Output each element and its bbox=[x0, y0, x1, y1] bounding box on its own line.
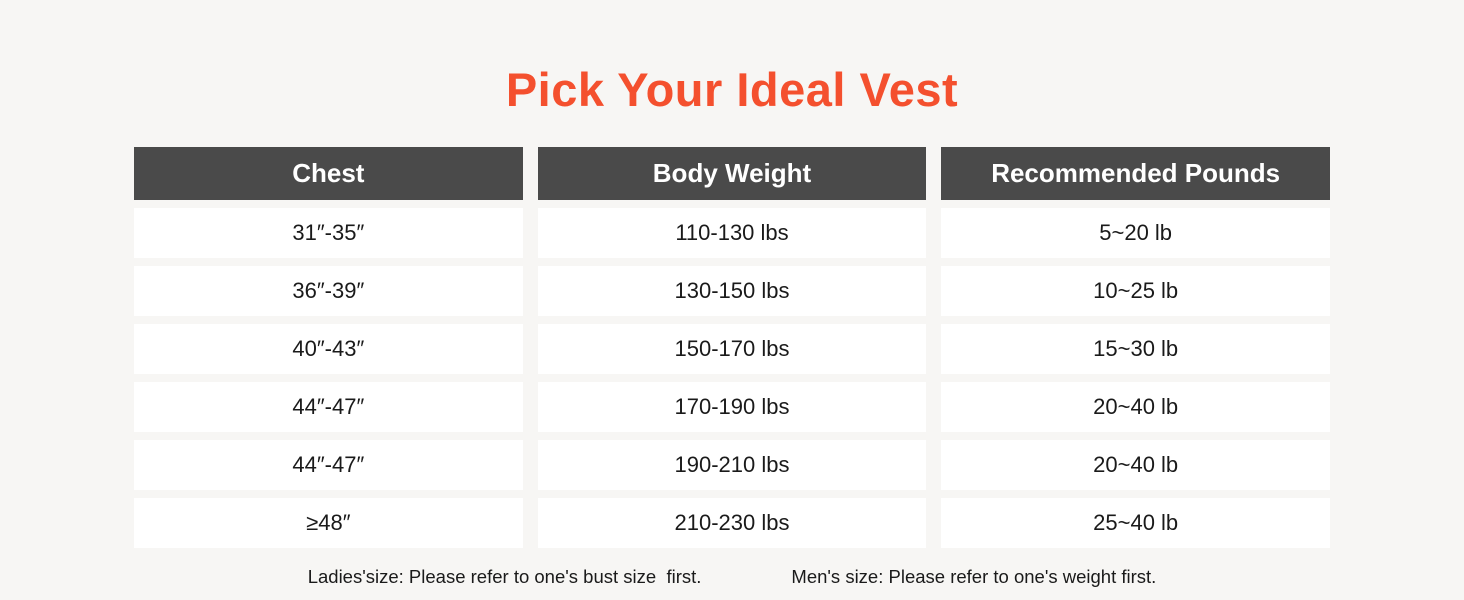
table-cell: 15~30 lb bbox=[941, 324, 1330, 374]
table-cell: ≥48″ bbox=[134, 498, 523, 548]
page-title: Pick Your Ideal Vest bbox=[505, 63, 959, 116]
table-cell: 210-230 lbs bbox=[537, 498, 927, 548]
footnote-ladies-size: Ladies'size: Please refer to one's bust … bbox=[307, 566, 702, 587]
table-cell: 25~40 lb bbox=[941, 498, 1330, 548]
table-cell: 40″-43″ bbox=[134, 324, 523, 374]
footnote-mens-size: Men's size: Please refer to one's weight… bbox=[791, 566, 1157, 587]
size-chart-table: Chest Body Weight Recommended Pounds 31″… bbox=[134, 147, 1330, 548]
table-cell: 5~20 lb bbox=[941, 208, 1330, 258]
table-cell: 20~40 lb bbox=[941, 382, 1330, 432]
table-cell: 130-150 lbs bbox=[537, 266, 927, 316]
table-cell: 20~40 lb bbox=[941, 440, 1330, 490]
table-cell: 31″-35″ bbox=[134, 208, 523, 258]
table-cell: 190-210 lbs bbox=[537, 440, 927, 490]
table-cell: 36″-39″ bbox=[134, 266, 523, 316]
table-cell: 150-170 lbs bbox=[537, 324, 927, 374]
table-cell: 170-190 lbs bbox=[537, 382, 927, 432]
table-cell: 44″-47″ bbox=[134, 440, 523, 490]
footnotes: Ladies'size: Please refer to one's bust … bbox=[134, 566, 1330, 588]
table-cell: 10~25 lb bbox=[941, 266, 1330, 316]
column-header-chest: Chest bbox=[134, 147, 523, 200]
table-cell: 110-130 lbs bbox=[537, 208, 927, 258]
table-cell: 44″-47″ bbox=[134, 382, 523, 432]
column-header-recommended-pounds: Recommended Pounds bbox=[941, 147, 1330, 200]
column-header-body-weight: Body Weight bbox=[537, 147, 927, 200]
